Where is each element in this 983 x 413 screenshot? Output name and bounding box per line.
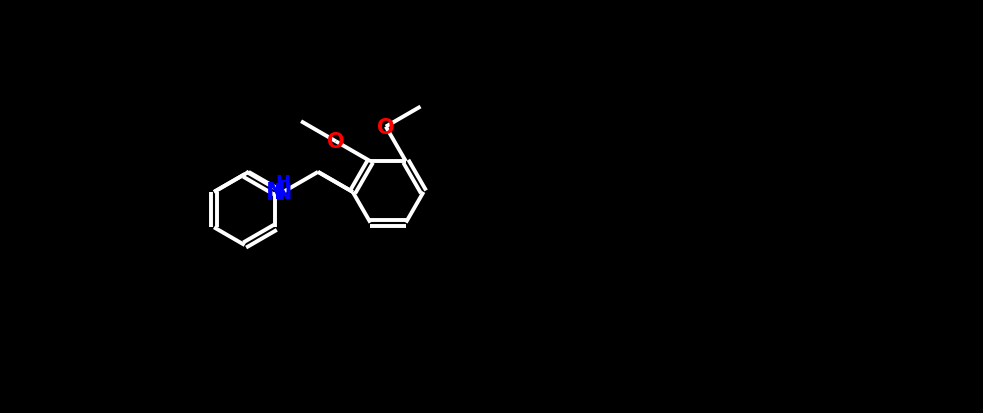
Text: N: N <box>265 180 285 204</box>
Text: N: N <box>274 183 293 202</box>
Text: H: H <box>276 173 291 192</box>
Text: O: O <box>377 117 394 137</box>
Text: O: O <box>327 132 345 152</box>
